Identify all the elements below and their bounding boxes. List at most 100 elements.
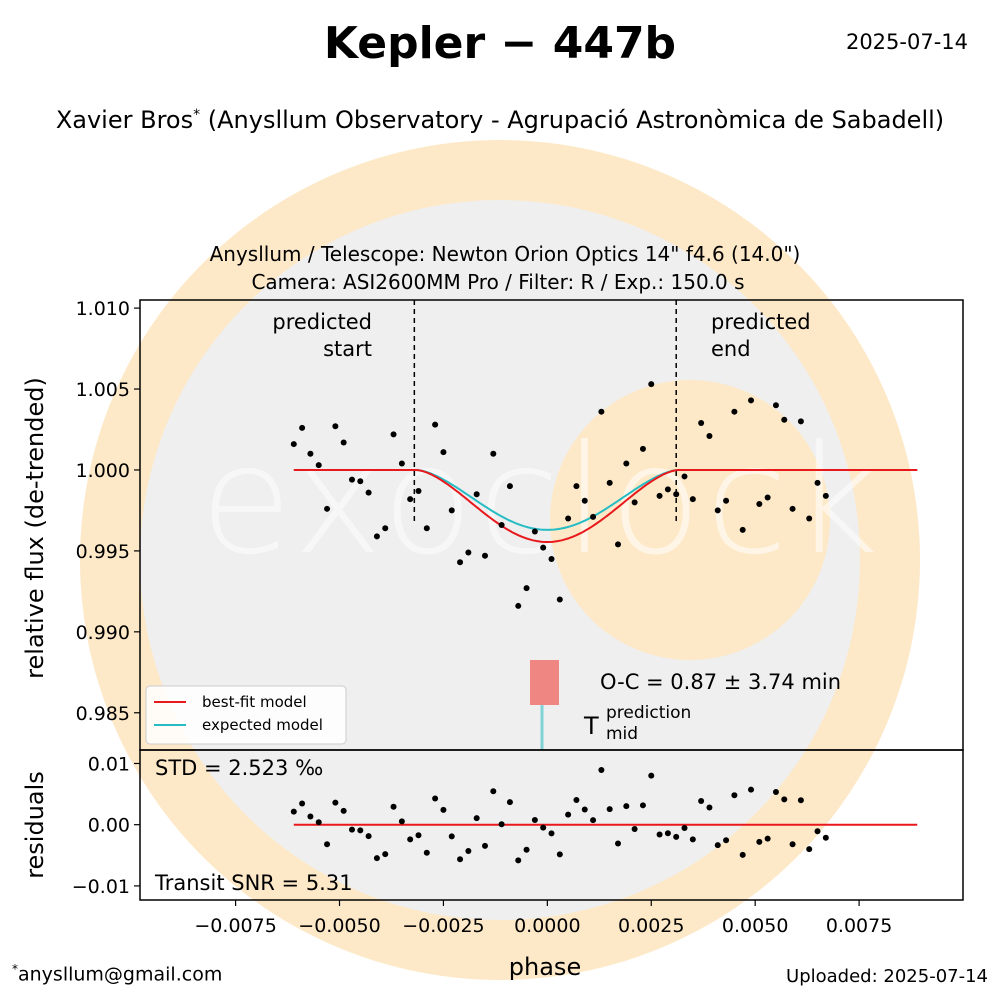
flux-point — [315, 462, 322, 469]
contact-email: *anysllum@gmail.com — [12, 962, 222, 985]
flux-y-axis: 0.985 0.990 0.995 1.000 1.005 1.010 — [76, 298, 140, 725]
flux-point — [639, 445, 646, 452]
observer-mark: * — [193, 107, 201, 123]
residual-point — [664, 830, 671, 837]
residual-point — [556, 851, 563, 858]
flux-point — [615, 541, 622, 548]
residual-point — [457, 856, 464, 863]
residual-point — [340, 807, 347, 814]
flux-y-tick-label: 0.990 — [76, 622, 130, 644]
phase-x-axis: −0.0075 −0.0050 −0.0025 0.0000 0.0025 0.0050 0… — [194, 900, 892, 937]
residual-point — [648, 772, 655, 779]
residual-point — [473, 815, 480, 822]
residual-point — [382, 851, 389, 858]
phase-x-tick-label: 0.0075 — [826, 915, 892, 937]
residual-point — [565, 811, 572, 818]
predicted-start-label-1: predicted — [272, 310, 372, 334]
flux-point — [465, 549, 472, 556]
residual-point — [307, 813, 314, 820]
flux-point — [748, 397, 755, 404]
residual-point — [789, 841, 796, 848]
residual-point — [348, 826, 355, 833]
flux-point — [698, 420, 705, 427]
residual-point — [814, 828, 821, 835]
residual-point — [490, 788, 497, 795]
residual-point — [639, 802, 646, 809]
flux-point — [598, 408, 605, 415]
residual-point — [822, 834, 829, 841]
flux-point — [390, 431, 397, 438]
flux-point — [365, 489, 372, 496]
residual-point — [498, 821, 505, 828]
flux-point — [498, 522, 505, 528]
oc-label: O-C = 0.87 ± 3.74 min — [600, 670, 841, 694]
residual-point — [739, 851, 746, 858]
flux-point — [548, 555, 555, 562]
observer-name: Xavier Bros — [55, 106, 194, 134]
residual-panel-frame — [139, 749, 964, 901]
flux-point — [573, 483, 580, 490]
flux-point — [590, 513, 597, 520]
residual-point — [590, 817, 597, 824]
residual-point — [465, 847, 472, 854]
phase-x-tick-label: 0.0050 — [722, 915, 788, 937]
flux-point — [772, 402, 779, 409]
flux-point — [448, 507, 455, 514]
contact-mark: * — [12, 962, 18, 976]
flux-point — [681, 473, 688, 480]
flux-points — [290, 381, 829, 609]
flux-point — [357, 478, 364, 485]
flux-y-label: relative flux (de-trended) — [21, 377, 49, 679]
flux-point — [673, 491, 680, 498]
flux-point — [515, 602, 522, 609]
residual-point — [548, 830, 555, 837]
residual-point — [481, 842, 488, 849]
residual-point — [797, 797, 804, 804]
flux-point — [398, 460, 405, 467]
flux-y-tick-label: 1.010 — [76, 298, 130, 320]
flux-point — [623, 460, 630, 467]
flux-point — [581, 497, 588, 504]
residual-y-axis: −0.01 0.00 0.01 — [72, 753, 140, 898]
residual-point — [581, 806, 588, 813]
legend-box — [145, 685, 347, 745]
residual-point — [756, 838, 763, 845]
residual-point — [423, 849, 430, 856]
residual-y-tick-label: 0.00 — [88, 815, 130, 837]
residual-point — [714, 842, 721, 849]
flux-point — [723, 497, 730, 504]
residual-panel: STD = 2.523 ‰ Transit SNR = 5.31 −0.01 0.… — [21, 749, 964, 981]
uploaded-date: Uploaded: 2025-07-14 — [786, 966, 988, 987]
residual-point — [764, 835, 771, 842]
flux-point — [432, 421, 439, 428]
residual-point — [615, 840, 622, 847]
flux-point — [332, 423, 339, 430]
flux-point — [457, 559, 464, 566]
flux-point — [348, 476, 355, 483]
flux-point — [806, 515, 813, 522]
flux-point — [631, 499, 638, 506]
residual-point — [598, 767, 605, 774]
flux-point — [565, 515, 572, 522]
flux-point — [689, 496, 696, 503]
flux-point — [506, 483, 513, 490]
phase-x-label: phase — [509, 953, 581, 981]
residual-y-label: residuals — [21, 771, 49, 879]
residual-y-tick-label: −0.01 — [72, 876, 130, 898]
residual-point — [623, 803, 630, 810]
phase-x-tick-label: −0.0050 — [298, 915, 380, 937]
flux-point — [756, 500, 763, 507]
watermark-orange-inner — [550, 380, 830, 660]
flux-point — [473, 491, 480, 498]
flux-point — [731, 408, 738, 415]
phase-x-tick-label: 0.0000 — [514, 915, 580, 937]
legend: best-fit model expected model — [145, 685, 347, 745]
flux-y-tick-label: 1.000 — [76, 460, 130, 482]
residual-point — [748, 786, 755, 793]
residual-point — [698, 798, 705, 805]
phase-x-tick-label: 0.0025 — [618, 915, 684, 937]
residual-point — [506, 799, 513, 806]
residual-point — [606, 806, 613, 813]
flux-point — [490, 450, 497, 457]
